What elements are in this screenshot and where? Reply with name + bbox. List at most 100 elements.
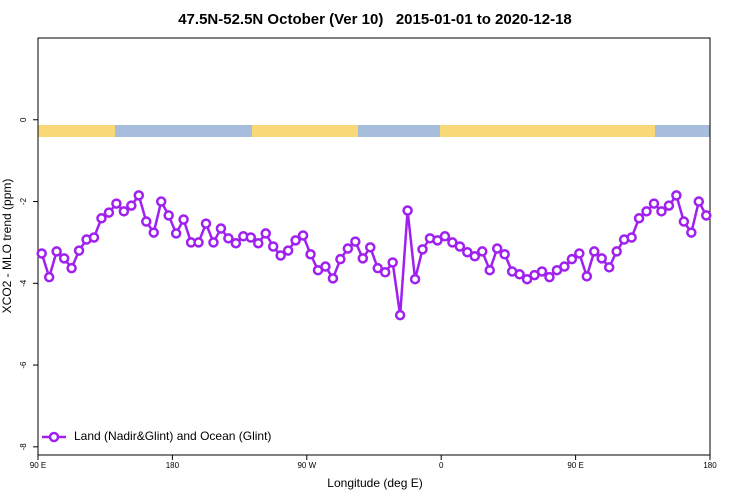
point xyxy=(402,205,413,216)
point xyxy=(648,198,660,209)
point xyxy=(409,273,421,285)
point xyxy=(230,237,242,249)
point xyxy=(469,251,481,262)
point xyxy=(633,213,645,224)
point xyxy=(521,273,533,285)
point xyxy=(43,271,55,283)
point xyxy=(432,235,443,246)
ocean-segment xyxy=(655,125,710,137)
point xyxy=(88,232,100,243)
point xyxy=(574,248,585,259)
point xyxy=(417,244,428,255)
point xyxy=(693,196,705,207)
point xyxy=(394,309,406,321)
x-tick-label: 0 xyxy=(439,461,444,470)
point xyxy=(603,262,615,273)
y-tick-label: -2 xyxy=(19,197,28,205)
point xyxy=(36,248,47,259)
point xyxy=(282,245,294,256)
land-ocean-band xyxy=(38,125,710,137)
point xyxy=(335,253,346,265)
point xyxy=(678,216,690,227)
series-line xyxy=(40,192,708,316)
point xyxy=(267,241,279,252)
point xyxy=(671,190,682,201)
y-tick-label: -4 xyxy=(19,279,28,287)
point xyxy=(170,228,182,239)
legend-label: Land (Nadir&Glint) and Ocean (Glint) xyxy=(74,429,271,443)
point xyxy=(305,249,316,260)
point xyxy=(514,269,525,280)
point xyxy=(275,250,286,261)
point xyxy=(327,273,339,284)
point xyxy=(626,232,637,243)
point xyxy=(701,210,712,221)
chart-title: 47.5N-52.5N October (Ver 10) 2015-01-01 … xyxy=(178,11,572,28)
point xyxy=(499,249,510,260)
point xyxy=(73,245,85,256)
y-tick-label: -6 xyxy=(19,361,28,369)
point xyxy=(111,198,122,209)
x-tick-label: 180 xyxy=(703,461,717,470)
x-tick-label: 90 W xyxy=(297,461,316,470)
point xyxy=(686,227,697,238)
x-tick-label: 90 E xyxy=(567,461,583,470)
point xyxy=(611,246,622,257)
point xyxy=(365,242,376,253)
x-tick-label: 180 xyxy=(166,461,180,470)
point xyxy=(253,237,264,249)
point xyxy=(133,190,145,201)
point xyxy=(178,214,189,225)
point xyxy=(51,246,62,257)
point xyxy=(447,237,458,248)
point xyxy=(148,227,159,238)
point xyxy=(103,207,115,218)
point xyxy=(454,241,466,252)
land-segment xyxy=(252,125,358,137)
y-tick-label: -8 xyxy=(19,443,28,451)
point xyxy=(163,210,174,221)
point xyxy=(193,237,204,248)
point xyxy=(536,266,548,277)
point xyxy=(245,232,257,243)
point xyxy=(58,253,70,264)
point xyxy=(641,206,652,217)
land-segment xyxy=(38,125,115,137)
point xyxy=(260,228,271,239)
point xyxy=(66,262,77,274)
point xyxy=(141,216,152,227)
point xyxy=(656,206,667,217)
point xyxy=(589,246,600,257)
point xyxy=(462,246,473,258)
point xyxy=(357,253,369,264)
point xyxy=(155,196,167,207)
point xyxy=(372,262,383,274)
point xyxy=(342,243,354,254)
point xyxy=(491,243,503,254)
point xyxy=(559,261,570,272)
point xyxy=(581,271,593,282)
point xyxy=(118,206,130,217)
point xyxy=(126,200,137,211)
point xyxy=(387,257,398,268)
point xyxy=(208,237,219,248)
point xyxy=(544,271,555,283)
point xyxy=(297,230,309,241)
y-axis-label: XCO2 - MLO trend (ppm) xyxy=(0,179,14,314)
point xyxy=(596,253,607,264)
ocean-segment xyxy=(115,125,252,137)
point xyxy=(379,267,391,278)
point xyxy=(439,231,451,242)
legend-marker xyxy=(48,431,60,443)
point xyxy=(96,213,107,224)
x-axis-label: Longitude (deg E) xyxy=(327,476,422,490)
point xyxy=(290,235,301,246)
x-tick-label: 90 E xyxy=(30,461,46,470)
y-tick-label: 0 xyxy=(19,117,28,122)
point xyxy=(200,218,212,229)
point xyxy=(566,253,578,265)
point xyxy=(320,261,331,272)
land-segment xyxy=(440,125,655,137)
point xyxy=(477,246,488,257)
